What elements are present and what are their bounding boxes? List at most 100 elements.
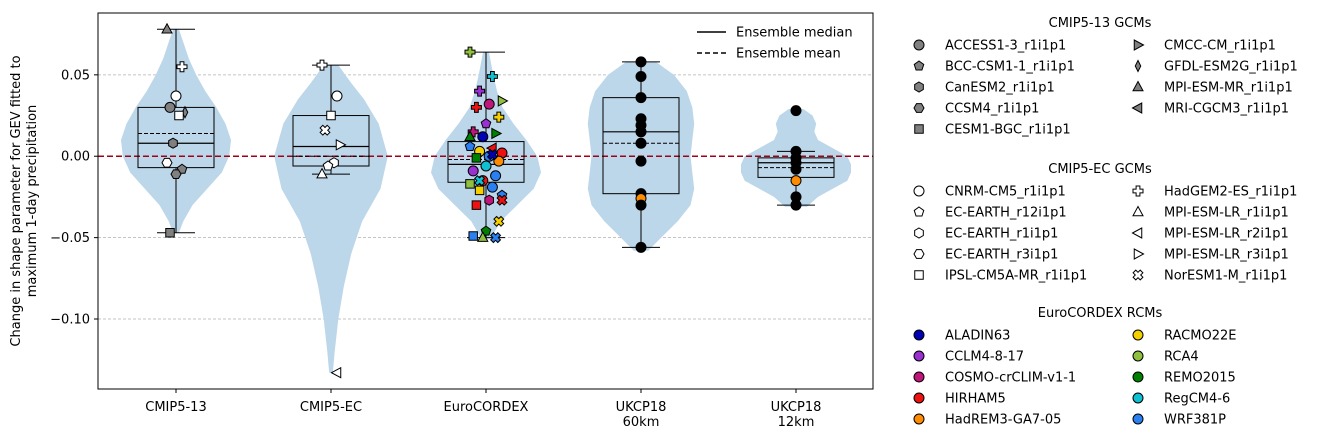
legend-entry-label: MPI-ESM-LR_r3i1p1 <box>1164 248 1289 263</box>
x-tick-label: CMIP5-13 <box>145 400 206 415</box>
legend-marker-icon <box>913 103 925 113</box>
legend-marker-icon <box>913 185 925 197</box>
legend-marker-icon <box>1132 392 1144 404</box>
legend-entry-label: CESM1-BGC_r1i1p1 <box>945 123 1071 138</box>
legend-marker-icon <box>1131 102 1143 114</box>
data-point <box>471 153 482 163</box>
legend-marker-icon <box>1132 371 1144 383</box>
legend-marker-icon <box>1132 205 1144 217</box>
legend-entry-label: EC-EARTH_r1i1p1 <box>945 227 1058 242</box>
legend-entry-label: IPSL-CM5A-MR_r1i1p1 <box>945 269 1087 284</box>
legend-marker-icon <box>913 371 925 383</box>
y-tick-label: 0.05 <box>61 68 90 83</box>
data-point <box>474 185 485 196</box>
data-point <box>161 22 173 34</box>
legend-entry-label: ACCESS1-3_r1i1p1 <box>945 39 1066 54</box>
data-point <box>316 59 328 71</box>
legend-marker-icon <box>914 270 924 280</box>
data-point <box>790 163 802 175</box>
data-point <box>491 127 503 140</box>
data-point <box>335 139 347 151</box>
legend-entry-label: GFDL-ESM2G_r1i1p1 <box>1164 60 1298 75</box>
violin-body <box>274 65 388 373</box>
legend-marker-icon <box>1133 39 1145 51</box>
legend-marker-icon <box>913 60 925 71</box>
legend-marker-icon <box>913 329 925 341</box>
legend-marker-icon <box>1132 269 1144 281</box>
data-point <box>467 165 479 177</box>
legend-line-label: Ensemble mean <box>736 47 841 62</box>
legend-entry-label: CNRM-CM5_r1i1p1 <box>945 185 1066 200</box>
data-point <box>170 169 182 179</box>
data-point <box>635 56 647 68</box>
data-points <box>161 22 802 379</box>
legend-entry-label: EC-EARTH_r12i1p1 <box>945 206 1067 221</box>
data-point <box>477 131 489 143</box>
legend-group-title: CMIP5-13 GCMs <box>1049 16 1152 31</box>
legend-marker-icon <box>913 350 925 362</box>
legend-marker-icon <box>914 124 924 134</box>
data-point <box>474 175 486 187</box>
data-point <box>319 124 331 136</box>
data-point <box>496 194 508 206</box>
legend-marker-icon <box>1132 80 1144 92</box>
violin-body <box>431 52 541 240</box>
legend-marker-icon <box>1132 329 1144 341</box>
legend-marker-icon <box>913 392 925 404</box>
legend-entry-label: HIRHAM5 <box>945 392 1006 407</box>
x-tick-label: UKCP18 <box>771 400 822 415</box>
data-point <box>493 155 505 167</box>
legend-entry-label: RACMO22E <box>1164 329 1236 344</box>
legend-entry-label: CCLM4-8-17 <box>945 350 1024 365</box>
data-point <box>331 90 343 102</box>
legend-marker-icon <box>913 249 925 259</box>
legend-entry-label: CMCC-CM_r1i1p1 <box>1164 39 1276 54</box>
data-point <box>476 231 489 242</box>
data-point <box>322 160 334 171</box>
data-point <box>170 90 182 102</box>
legend-entry-label: MPI-ESM-LR_r2i1p1 <box>1164 227 1289 242</box>
data-point <box>316 167 328 179</box>
legend-marker-icon <box>914 81 924 93</box>
line-legend: Ensemble median Ensemble mean <box>697 26 853 62</box>
x-tick-label: 12km <box>778 415 815 430</box>
x-axis-ticks: CMIP5-13 CMIP5-EC EuroCORDEX UKCP1860kmUKCP… <box>145 389 821 430</box>
legend-entry-label: WRF381P <box>1164 413 1226 428</box>
legend-marker-icon <box>1134 59 1142 73</box>
data-point <box>467 126 479 138</box>
data-point <box>486 70 498 82</box>
data-point <box>493 111 505 123</box>
legend-entry-label: MRI-CGCM3_r1i1p1 <box>1164 102 1289 117</box>
violin-body <box>121 29 231 233</box>
legend-entry-label: NorESM1-M_r1i1p1 <box>1164 269 1287 284</box>
data-point <box>480 118 492 129</box>
y-axis-label-line: Change in shape parameter for GEV fitted… <box>9 55 24 346</box>
data-point <box>470 101 482 113</box>
x-tick-label: UKCP18 <box>616 400 667 415</box>
data-point <box>490 232 502 244</box>
legend-entry-label: MPI-ESM-LR_r1i1p1 <box>1164 206 1289 221</box>
data-point <box>484 194 495 206</box>
legend-marker-icon <box>913 39 925 51</box>
legend-marker-icon <box>1131 227 1143 239</box>
legend-entry-label: CanESM2_r1i1p1 <box>945 81 1055 96</box>
data-point <box>464 46 476 58</box>
legend-marker-icon <box>1132 185 1144 197</box>
data-point <box>483 98 495 110</box>
legend-marker-icon <box>914 227 924 239</box>
data-point <box>168 137 178 149</box>
y-tick-label: −0.10 <box>50 313 90 328</box>
legend-marker-icon <box>1133 248 1145 260</box>
legend-marker-icon <box>1132 413 1144 425</box>
legend-entry-label: BCC-CSM1-1_r1i1p1 <box>945 60 1075 75</box>
data-point <box>493 215 505 227</box>
data-point <box>471 200 482 210</box>
legend-marker-icon <box>913 413 925 425</box>
x-tick-label: EuroCORDEX <box>444 400 529 415</box>
data-point <box>330 366 342 379</box>
x-tick-label: 60km <box>623 415 660 430</box>
data-point <box>490 170 502 182</box>
data-point <box>468 231 478 241</box>
data-point <box>635 199 647 211</box>
